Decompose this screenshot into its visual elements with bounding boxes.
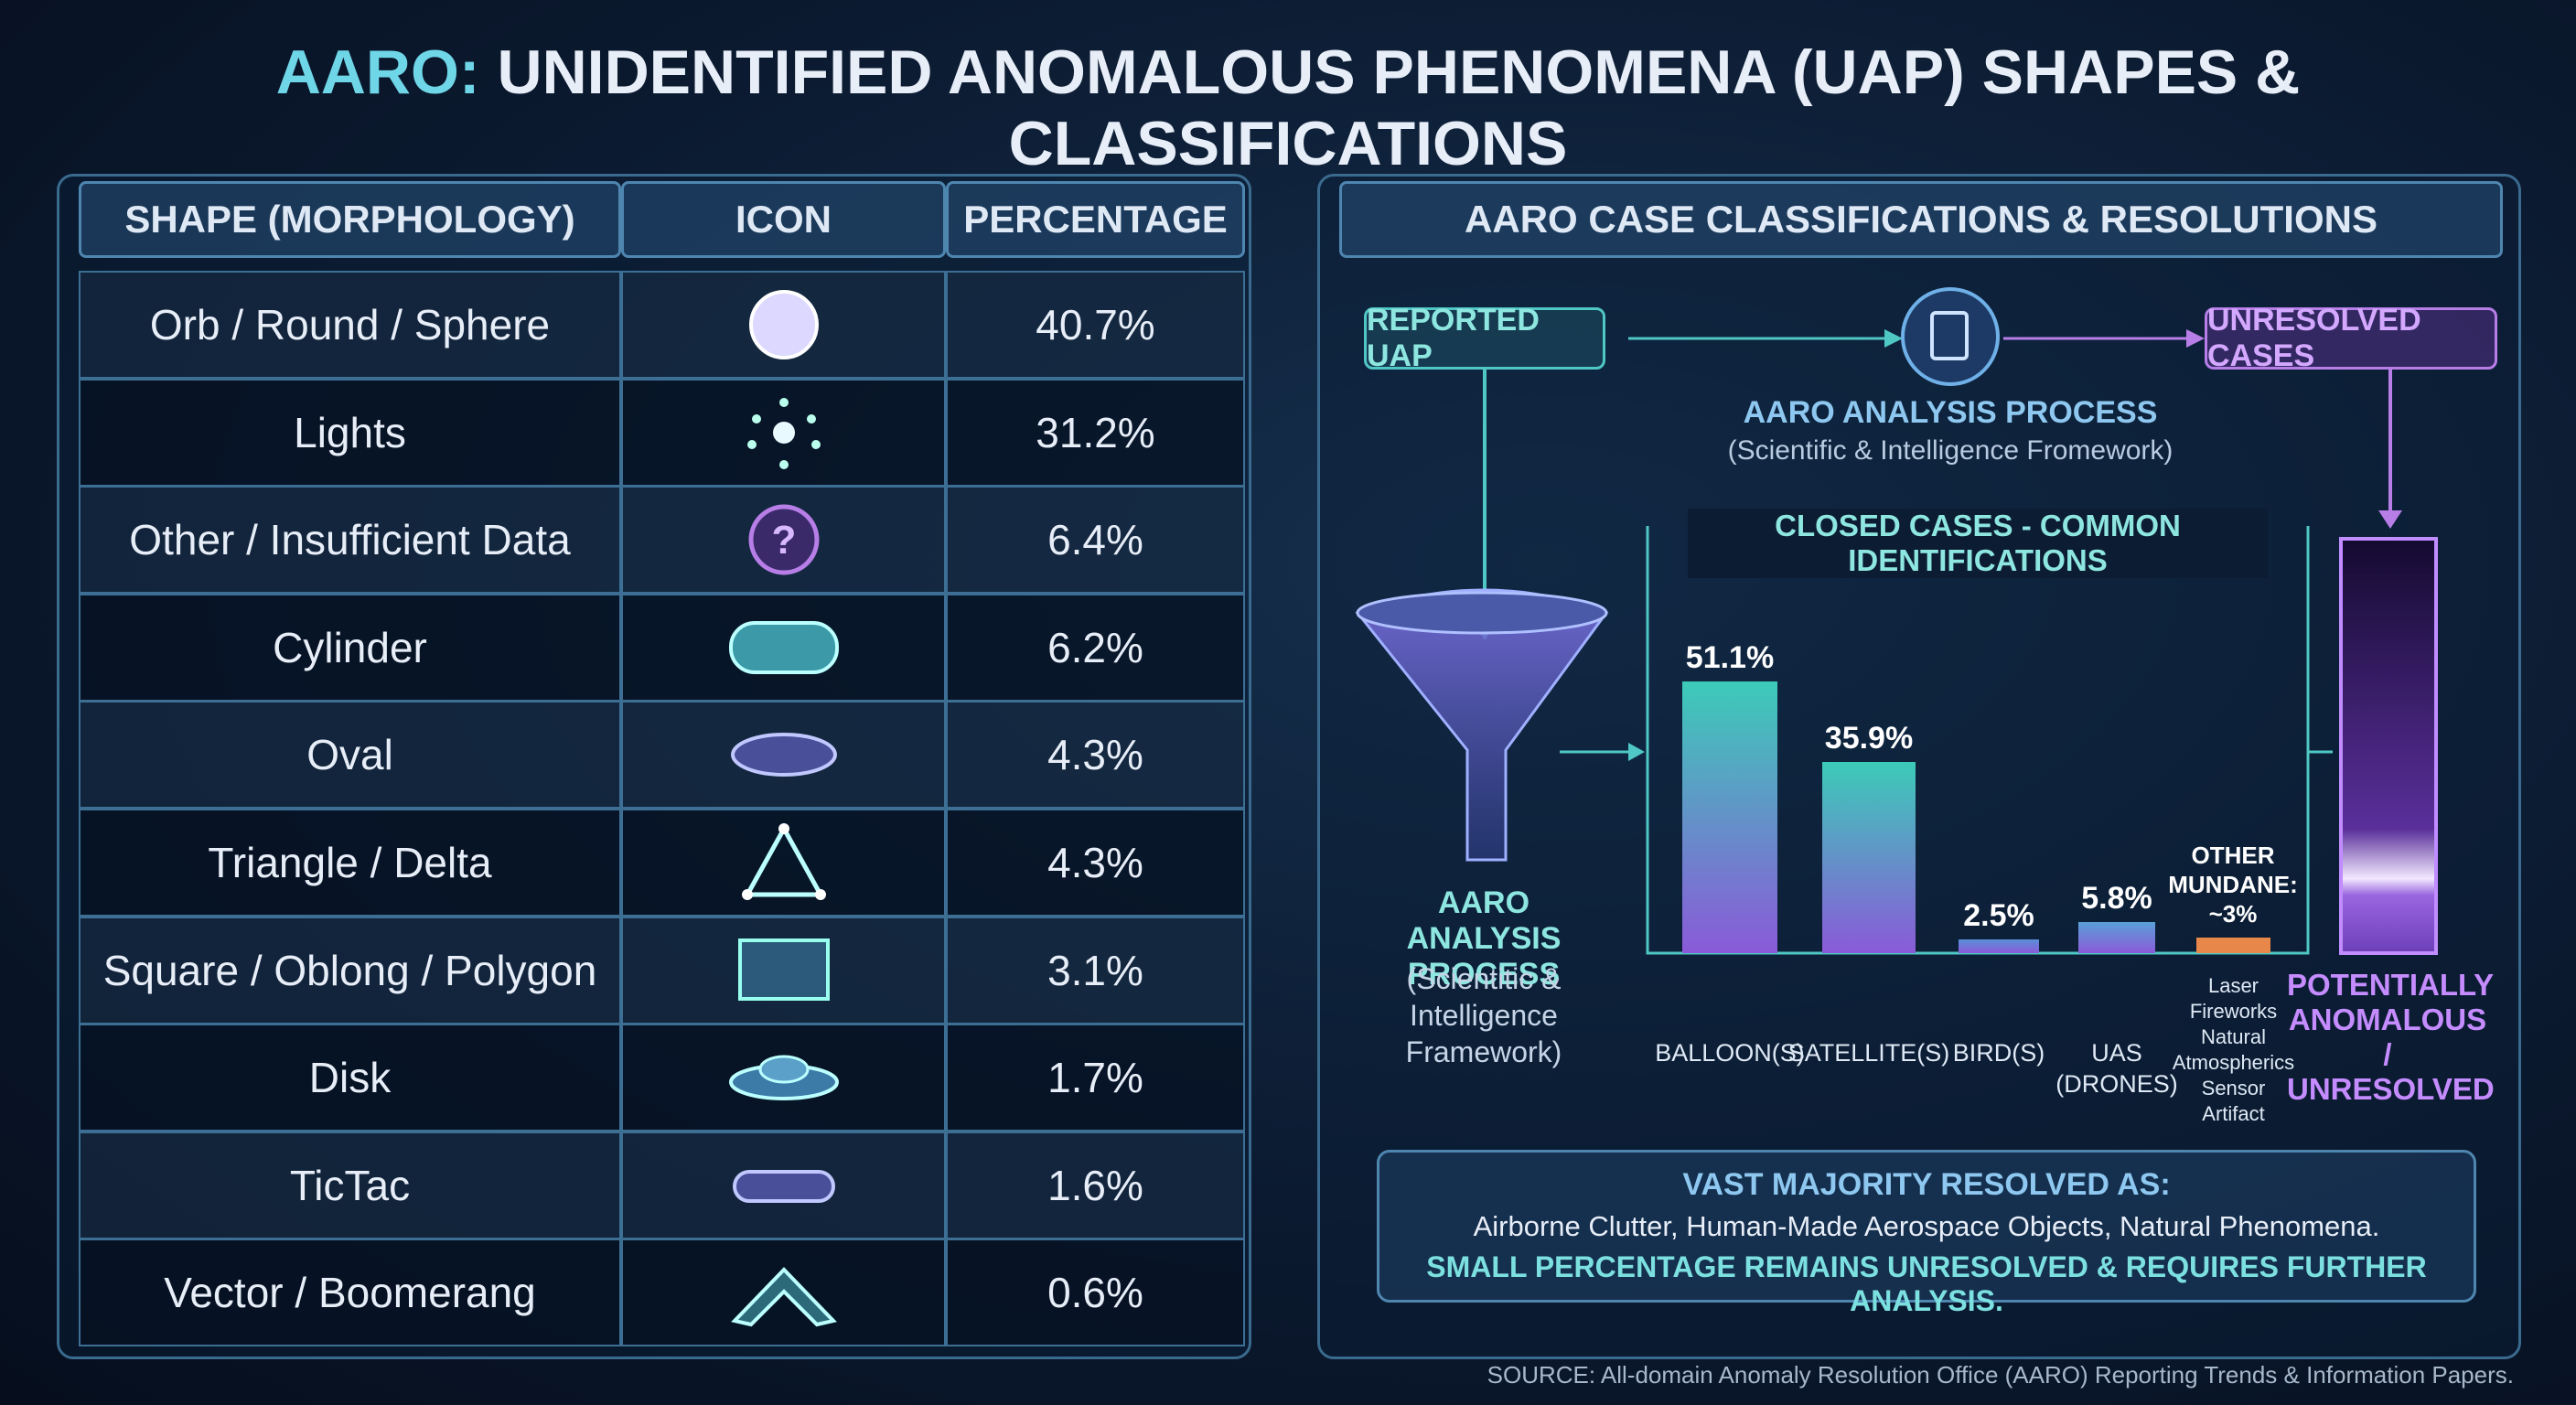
bar xyxy=(2196,937,2270,953)
shape-icon xyxy=(728,1055,839,1101)
icon-cell xyxy=(621,378,946,487)
shape-icon: ? xyxy=(748,504,819,575)
percentage-cell: 31.2% xyxy=(946,378,1245,487)
closed-frame xyxy=(1646,526,2310,955)
column-header: SHAPE (MORPHOLOGY) xyxy=(79,181,621,258)
flow-title: AARO CASE CLASSIFICATIONS & RESOLUTIONS xyxy=(1339,181,2503,258)
shape-cell: Lights xyxy=(79,378,621,487)
category-label: UAS (DRONES) xyxy=(2055,1039,2178,1098)
shape-cell: Other / Insufficient Data xyxy=(79,486,621,595)
shape-icon xyxy=(728,620,839,674)
shape-cell: Disk xyxy=(79,1024,621,1132)
reported-box: REPORTED UAP xyxy=(1364,303,1605,373)
title-text: UNIDENTIFIED ANOMALOUS PHENOMENA (UAP) S… xyxy=(497,38,2301,178)
icon-cell xyxy=(621,1131,946,1239)
column-header: PERCENTAGE xyxy=(946,181,1245,258)
summary-heading: VAST MAJORITY RESOLVED AS: xyxy=(1682,1167,2171,1202)
unresolved-bar xyxy=(2339,537,2438,955)
shape-icon xyxy=(730,1267,837,1327)
shape-cell: Square / Oblong / Polygon xyxy=(79,916,621,1024)
shape-cell: Cylinder xyxy=(79,593,621,702)
category-label: BALLOON(S) xyxy=(1655,1039,1805,1067)
category-label: SATELLITE(S) xyxy=(1787,1039,1950,1067)
funnel-rim xyxy=(1356,591,1608,635)
percentage-cell: 1.7% xyxy=(946,1024,1245,1132)
bar xyxy=(1682,681,1777,953)
table: SHAPE (MORPHOLOGY) ICON PERCENTAGE Orb / Ro… xyxy=(79,181,1245,1352)
process-title: AARO ANALYSIS PROCESS xyxy=(1743,395,2158,430)
category-label: BIRD(S) xyxy=(1952,1039,2045,1067)
flow-graphics xyxy=(1355,287,2438,955)
svg-text:?: ? xyxy=(771,518,796,563)
source: SOURCE: All-domain Anomaly Resolution Of… xyxy=(1487,1361,2514,1389)
title: AARO: UNIDENTIFIED ANOMALOUS PHENOMENA (… xyxy=(0,37,2576,179)
value-label: 2.5% xyxy=(1963,898,2034,934)
closed-title: CLOSED CASES - COMMON IDENTIFICATIONS xyxy=(1688,509,2268,578)
shape-icon xyxy=(741,823,826,900)
arrow-head xyxy=(1628,743,1645,761)
percentage-cell: 3.1% xyxy=(946,916,1245,1024)
column-header: ICON xyxy=(621,181,946,258)
icon-cell xyxy=(621,271,946,379)
arrow-head xyxy=(2186,329,2205,348)
shape-icon xyxy=(737,938,830,1001)
value-label: 51.1% xyxy=(1685,639,1775,675)
funnel-title: AARO ANALYSIS PROCESS xyxy=(1406,885,1562,992)
shape-icon xyxy=(746,397,821,469)
icon-cell xyxy=(621,1239,946,1347)
percentage-cell: 0.6% xyxy=(946,1239,1245,1347)
icon-cell xyxy=(621,916,946,1024)
percentage-cell: 6.4% xyxy=(946,486,1245,595)
value-label: 35.9% xyxy=(1824,721,1914,756)
percentage-cell: 1.6% xyxy=(946,1131,1245,1239)
icon-cell xyxy=(621,809,946,917)
shape-icon xyxy=(730,733,837,778)
arrow-head xyxy=(1884,329,1903,348)
process-icon xyxy=(1901,287,2000,386)
percentage-cell: 6.2% xyxy=(946,593,1245,702)
process-icon xyxy=(1930,311,1969,360)
summary-box: VAST MAJORITY RESOLVED AS: Airborne Clut… xyxy=(1377,1150,2476,1317)
percentage-cell: 4.3% xyxy=(946,809,1245,917)
percentage-cell: 4.3% xyxy=(946,701,1245,810)
icon-cell xyxy=(621,1024,946,1132)
potential-label: POTENTIALLY ANOMALOUS / UNRESOLVED xyxy=(2287,968,2495,1106)
funnel-subtitle: (Scientitic & Intelligence Framework) xyxy=(1405,962,1562,1068)
value-label: OTHER MUNDANE: ~3% xyxy=(2168,841,2298,928)
bar xyxy=(1959,939,2039,953)
value-label: 5.8% xyxy=(2081,881,2152,917)
process-subtitle: (Scientific & Intelligence Fromework) xyxy=(1727,435,2174,466)
bar xyxy=(2078,922,2155,953)
shape-cell: TicTac xyxy=(79,1131,621,1239)
shape-icon xyxy=(732,1169,835,1203)
category-label: Laser Fireworks Natural Atmospherics Sen… xyxy=(2172,974,2295,1125)
arrow-head xyxy=(2378,510,2402,529)
shape-cell: Triangle / Delta xyxy=(79,809,621,917)
shape-cell: Vector / Boomerang xyxy=(79,1239,621,1347)
percentage-cell: 40.7% xyxy=(946,271,1245,379)
icon-cell: ? xyxy=(621,486,946,595)
shape-cell: Oval xyxy=(79,701,621,810)
summary-line: SMALL PERCENTAGE REMAINS UNRESOLVED & RE… xyxy=(1426,1250,2427,1317)
unresolved-box: UNRESOLVED CASES xyxy=(2205,303,2497,373)
shape-cell: Orb / Round / Sphere xyxy=(79,271,621,379)
summary-line: Airborne Clutter, Human-Made Aerospace O… xyxy=(1473,1210,2380,1242)
title-prefix: AARO: xyxy=(275,38,480,107)
bar xyxy=(1822,762,1916,953)
icon-cell xyxy=(621,701,946,810)
icon-cell xyxy=(621,593,946,702)
shape-icon xyxy=(748,290,819,359)
